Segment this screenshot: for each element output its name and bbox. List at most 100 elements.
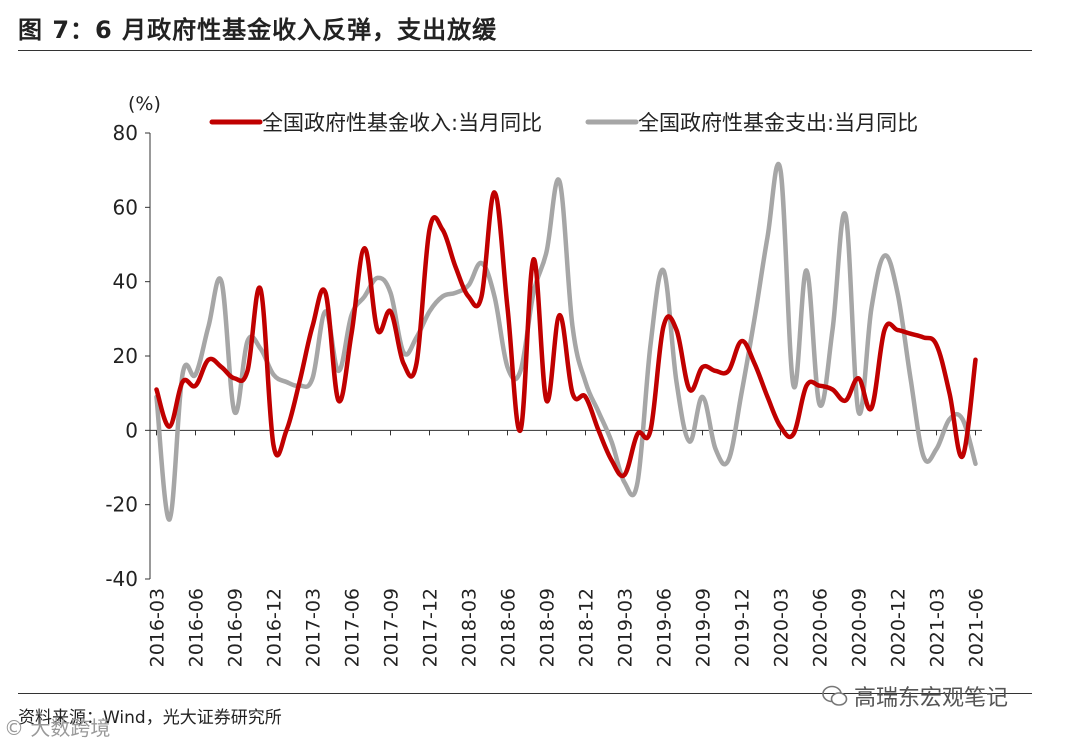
chart-series <box>154 161 978 522</box>
x-tick-label: 2018-03 <box>459 588 481 667</box>
expenditure-point <box>337 369 340 372</box>
y-tick-label: 0 <box>125 418 138 442</box>
expenditure-point <box>181 373 184 376</box>
expenditure-point <box>246 340 249 343</box>
expenditure-point <box>636 481 639 484</box>
expenditure-point <box>207 325 210 328</box>
x-tick-label: 2018-09 <box>537 588 559 667</box>
x-tick-label: 2016-12 <box>264 588 286 667</box>
watermark-left: © 大数跨境 <box>4 716 111 740</box>
revenue-point <box>896 329 899 332</box>
x-tick-label: 2018-12 <box>576 588 598 667</box>
revenue-point <box>883 329 886 332</box>
expenditure-point <box>480 262 483 265</box>
expenditure-point <box>545 250 548 253</box>
expenditure-point <box>649 343 652 346</box>
figure-title: 图 7：6 月政府性基金收入反弹，支出放缓 <box>18 16 498 44</box>
revenue-point <box>675 329 678 332</box>
expenditure-point <box>805 269 808 272</box>
expenditure-point <box>571 325 574 328</box>
revenue-point <box>532 258 535 261</box>
revenue-point <box>909 332 912 335</box>
x-tick-label: 2017-09 <box>381 588 403 667</box>
x-tick-label: 2021-06 <box>966 588 988 667</box>
y-tick-label: 20 <box>113 344 138 368</box>
x-tick-label: 2019-03 <box>615 588 637 667</box>
x-tick-label: 2019-12 <box>732 588 754 667</box>
revenue-point <box>818 384 821 387</box>
wechat-icon <box>822 685 848 706</box>
revenue-point <box>935 343 938 346</box>
expenditure-point <box>779 169 782 172</box>
revenue-point <box>298 381 301 384</box>
expenditure-point <box>584 381 587 384</box>
expenditure-point <box>220 280 223 283</box>
expenditure-point <box>363 295 366 298</box>
revenue-point <box>597 429 600 432</box>
expenditure-point <box>675 381 678 384</box>
expenditure-point <box>662 269 665 272</box>
expenditure-point <box>441 295 444 298</box>
revenue-point <box>740 340 743 343</box>
expenditure-point <box>376 276 379 279</box>
expenditure-point <box>493 295 496 298</box>
x-tick-label: 2020-06 <box>810 588 832 667</box>
line-chart: 80 60 40 20 0 -20 -40 (%) 2016-03 2016-06 2016-09 2… <box>105 93 988 667</box>
expenditure-point <box>857 410 860 413</box>
legend-label: 全国政府性基金支出:当月同比 <box>638 111 918 135</box>
expenditure-point <box>792 384 795 387</box>
y-tick-label: 80 <box>113 121 138 145</box>
expenditure-point <box>272 373 275 376</box>
expenditure-point <box>909 377 912 380</box>
revenue-point <box>363 247 366 250</box>
revenue-point <box>571 392 574 395</box>
source-note: 资料来源：Wind，光大证券研究所 <box>18 708 282 728</box>
revenue-point <box>779 425 782 428</box>
revenue-point <box>467 295 470 298</box>
expenditure-point <box>623 481 626 484</box>
watermark-right-text: 高瑞东宏观笔记 <box>854 686 1009 711</box>
expenditure-point <box>831 329 834 332</box>
revenue-point <box>792 433 795 436</box>
expenditure-point <box>883 254 886 257</box>
revenue-point <box>441 228 444 231</box>
revenue-point <box>155 388 158 391</box>
expenditure-point <box>610 440 613 443</box>
revenue-point <box>558 314 561 317</box>
expenditure-point <box>532 291 535 294</box>
revenue-point <box>922 336 925 339</box>
y-tick-label: -20 <box>105 493 138 517</box>
expenditure-point <box>454 291 457 294</box>
revenue-point <box>831 388 834 391</box>
x-tick-label: 2017-03 <box>303 588 325 667</box>
revenue-point <box>636 433 639 436</box>
expenditure-point <box>870 306 873 309</box>
legend-label: 全国政府性基金收入:当月同比 <box>262 111 542 135</box>
x-tick-label: 2016-09 <box>225 588 247 667</box>
expenditure-point <box>818 403 821 406</box>
y-tick-label: 40 <box>113 270 138 294</box>
y-tick-label: -40 <box>105 567 138 591</box>
y-axis-unit: (%) <box>128 93 161 115</box>
revenue-point <box>454 265 457 268</box>
x-tick-label: 2016-03 <box>147 588 169 667</box>
expenditure-point <box>740 392 743 395</box>
revenue-point <box>272 444 275 447</box>
expenditure-point <box>948 418 951 421</box>
revenue-point <box>337 399 340 402</box>
revenue-point <box>701 366 704 369</box>
expenditure-point <box>467 284 470 287</box>
revenue-point <box>194 384 197 387</box>
revenue-point <box>285 429 288 432</box>
expenditure-point <box>389 291 392 294</box>
revenue-point <box>415 362 418 365</box>
watermark-right: 高瑞东宏观笔记 <box>822 680 1008 712</box>
revenue-point <box>402 362 405 365</box>
expenditure-point <box>896 291 899 294</box>
x-tick-label: 2019-09 <box>693 588 715 667</box>
x-tick-label: 2020-12 <box>888 588 910 667</box>
expenditure-point <box>688 440 691 443</box>
expenditure-point <box>428 310 431 313</box>
expenditure-point <box>961 418 964 421</box>
expenditure-point <box>701 395 704 398</box>
